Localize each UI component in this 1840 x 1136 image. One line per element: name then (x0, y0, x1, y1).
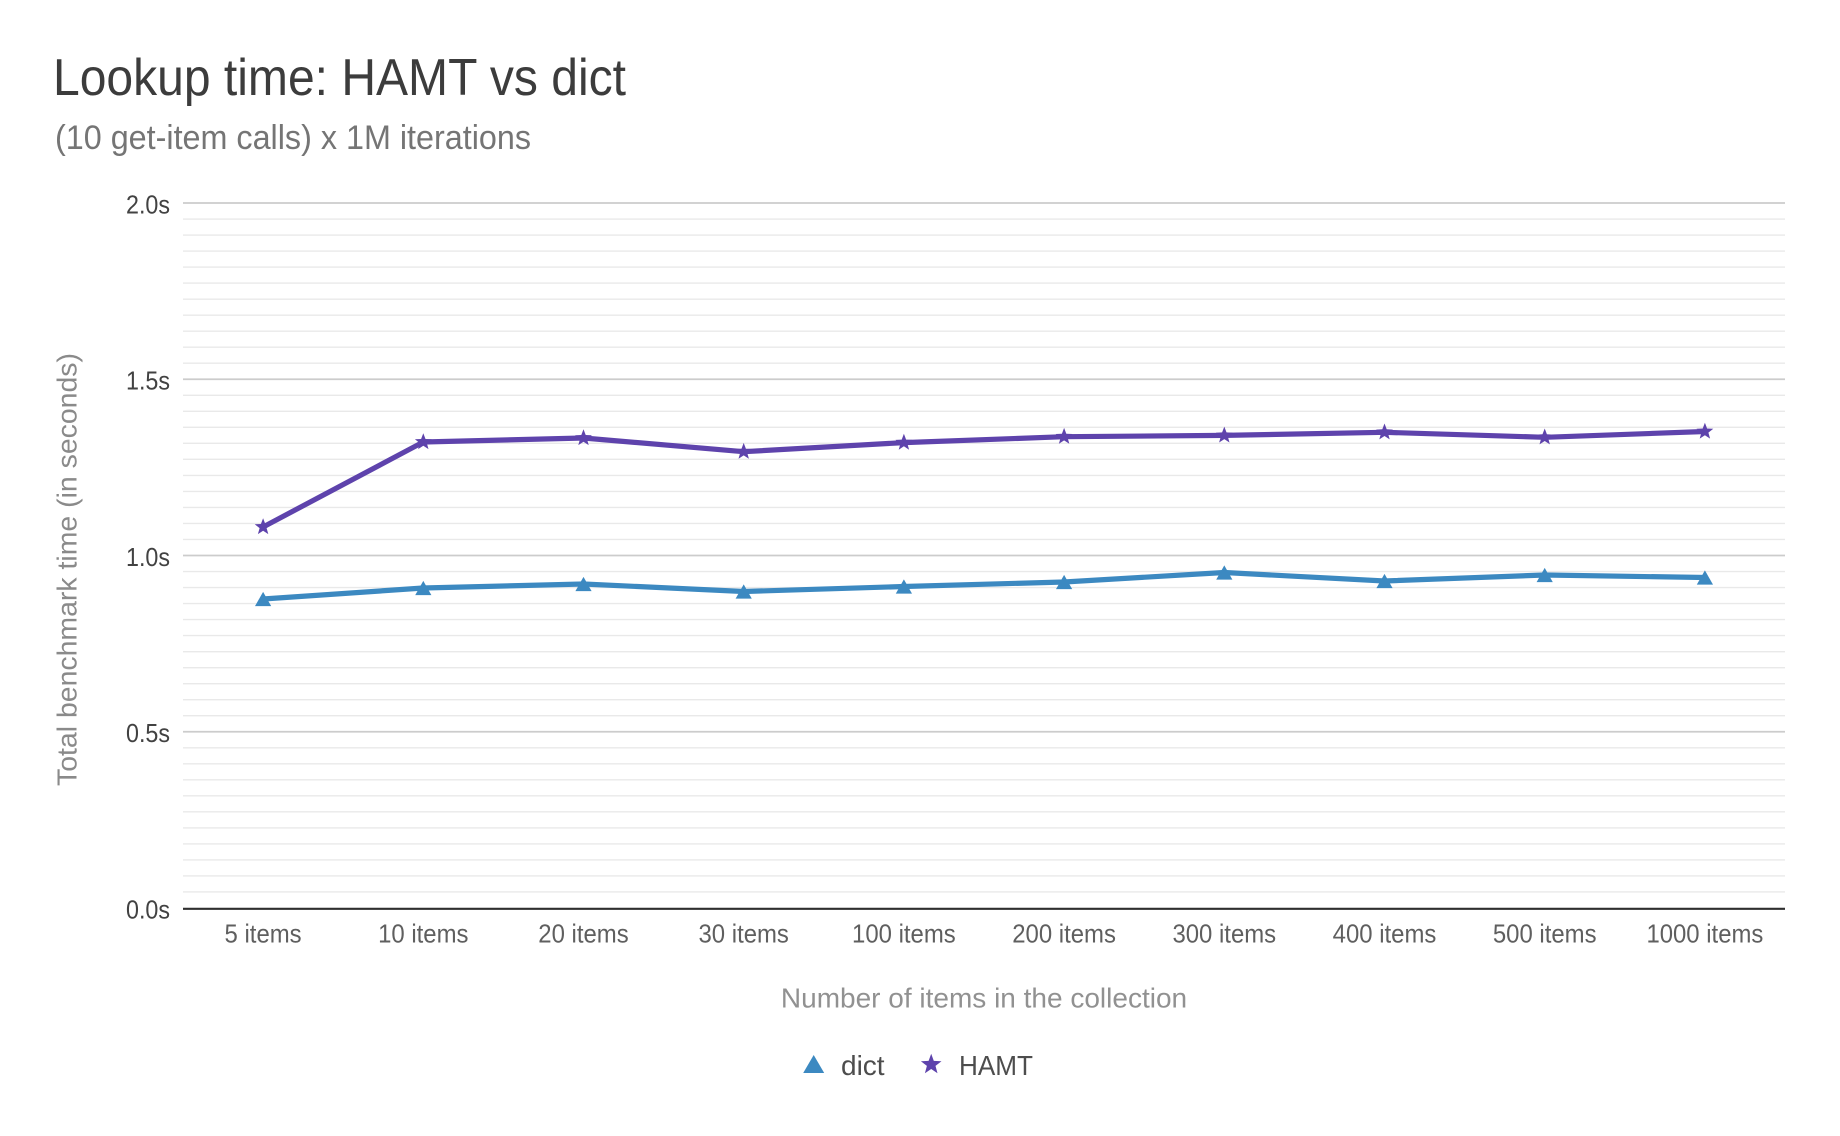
svg-text:10 items: 10 items (378, 919, 468, 949)
svg-text:Total benchmark time (in secon: Total benchmark time (in seconds) (52, 353, 83, 786)
svg-text:2.0s: 2.0s (126, 189, 170, 219)
svg-text:20 items: 20 items (538, 919, 628, 949)
svg-text:0.0s: 0.0s (126, 894, 170, 924)
svg-text:1.0s: 1.0s (126, 542, 170, 572)
svg-text:Lookup time: HAMT vs dict: Lookup time: HAMT vs dict (53, 49, 627, 107)
svg-text:1000 items: 1000 items (1646, 919, 1763, 949)
svg-text:300 items: 300 items (1172, 919, 1276, 949)
svg-text:200 items: 200 items (1012, 919, 1116, 949)
svg-text:(10 get-item calls) x 1M itera: (10 get-item calls) x 1M iterations (55, 119, 531, 157)
svg-text:0.5s: 0.5s (126, 718, 170, 748)
svg-text:400 items: 400 items (1333, 919, 1437, 949)
svg-text:dict: dict (841, 1050, 885, 1081)
svg-text:HAMT: HAMT (959, 1050, 1033, 1081)
svg-text:1.5s: 1.5s (126, 366, 170, 396)
svg-text:Number of items in the collect: Number of items in the collection (781, 983, 1187, 1014)
svg-text:5 items: 5 items (225, 919, 302, 949)
svg-text:30 items: 30 items (699, 919, 789, 949)
svg-text:500 items: 500 items (1493, 919, 1597, 949)
svg-text:100 items: 100 items (852, 919, 956, 949)
